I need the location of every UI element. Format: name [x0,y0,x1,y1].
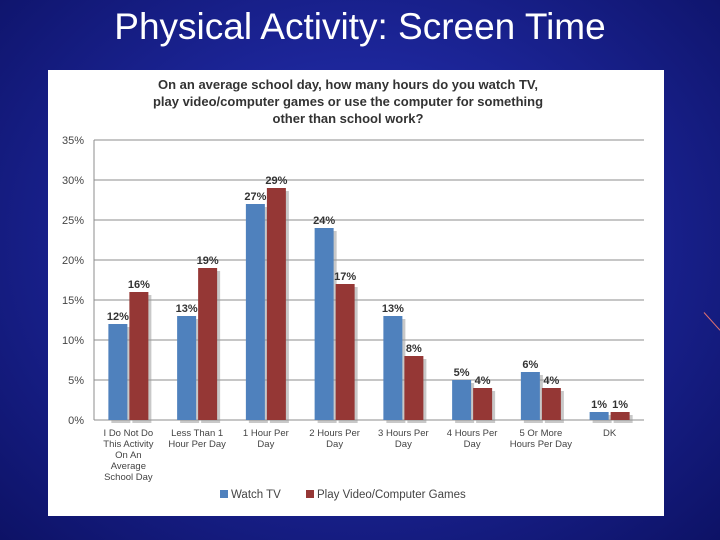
x-category-label: Day [257,439,274,450]
data-label: 5% [454,367,470,379]
bar-play-games [335,284,355,420]
x-category-label: On An [115,450,141,461]
data-label: 8% [406,343,422,355]
y-tick-label: 15% [62,295,84,307]
bar-play-games [610,412,630,420]
chart-title-line: On an average school day, how many hours… [158,77,538,92]
bar-watch-tv [452,380,472,420]
data-label: 13% [382,303,404,315]
bar-play-games [541,388,561,420]
x-category-label: Average [111,461,146,472]
bar-play-games [198,268,218,420]
data-label: 6% [522,359,538,371]
data-label: 4% [543,375,559,387]
data-label: 4% [475,375,491,387]
data-label: 1% [612,399,628,411]
data-label: 13% [176,303,198,315]
data-label: 19% [197,255,219,267]
data-label: 17% [334,271,356,283]
bar-watch-tv [314,228,334,420]
x-category-label: Day [464,439,481,450]
slide-title: Physical Activity: Screen Time [114,6,606,47]
bar-play-games [129,292,149,420]
x-category-label: School Day [104,472,153,483]
bar-watch-tv [520,372,540,420]
legend-swatch-watch-tv [220,490,228,498]
data-label: 12% [107,311,129,323]
y-tick-label: 0% [68,415,84,427]
y-tick-label: 20% [62,255,84,267]
x-category-label: 5 Or More [519,428,562,439]
bar-play-games [266,188,286,420]
x-category-label: Less Than 1 [171,428,223,439]
x-category-label: 3 Hours Per [378,428,429,439]
bar-play-games [404,356,424,420]
legend-label: Play Video/Computer Games [317,489,466,501]
data-label: 24% [313,215,335,227]
bar-watch-tv [177,316,197,420]
y-tick-label: 10% [62,335,84,347]
x-category-label: 4 Hours Per [447,428,498,439]
bar-watch-tv [108,324,128,420]
x-category-label: I Do Not Do [104,428,154,439]
legend-swatch-play-games [306,490,314,498]
data-label: 27% [244,191,266,203]
y-tick-label: 25% [62,215,84,227]
data-label: 1% [591,399,607,411]
chart-title-line: other than school work? [273,111,424,126]
data-label: 16% [128,279,150,291]
x-category-label: 1 Hour Per [243,428,289,439]
x-category-label: This Activity [103,439,153,450]
x-category-label: DK [603,428,617,439]
chart-panel: On an average school day, how many hours… [48,70,664,516]
x-category-label: Hour Per Day [168,439,226,450]
y-tick-label: 5% [68,375,84,387]
bar-chart: On an average school day, how many hours… [62,77,644,501]
bar-watch-tv [383,316,403,420]
x-category-label: 2 Hours Per [309,428,360,439]
x-category-label: Day [395,439,412,450]
y-tick-label: 30% [62,175,84,187]
decorative-line [703,312,720,331]
bar-watch-tv [589,412,609,420]
bar-watch-tv [245,204,265,420]
chart-title-line: play video/computer games or use the com… [153,94,543,109]
bar-play-games [473,388,493,420]
x-category-label: Day [326,439,343,450]
data-label: 29% [265,175,287,187]
y-tick-label: 35% [62,135,84,147]
legend-label: Watch TV [231,489,281,501]
x-category-label: Hours Per Day [510,439,573,450]
